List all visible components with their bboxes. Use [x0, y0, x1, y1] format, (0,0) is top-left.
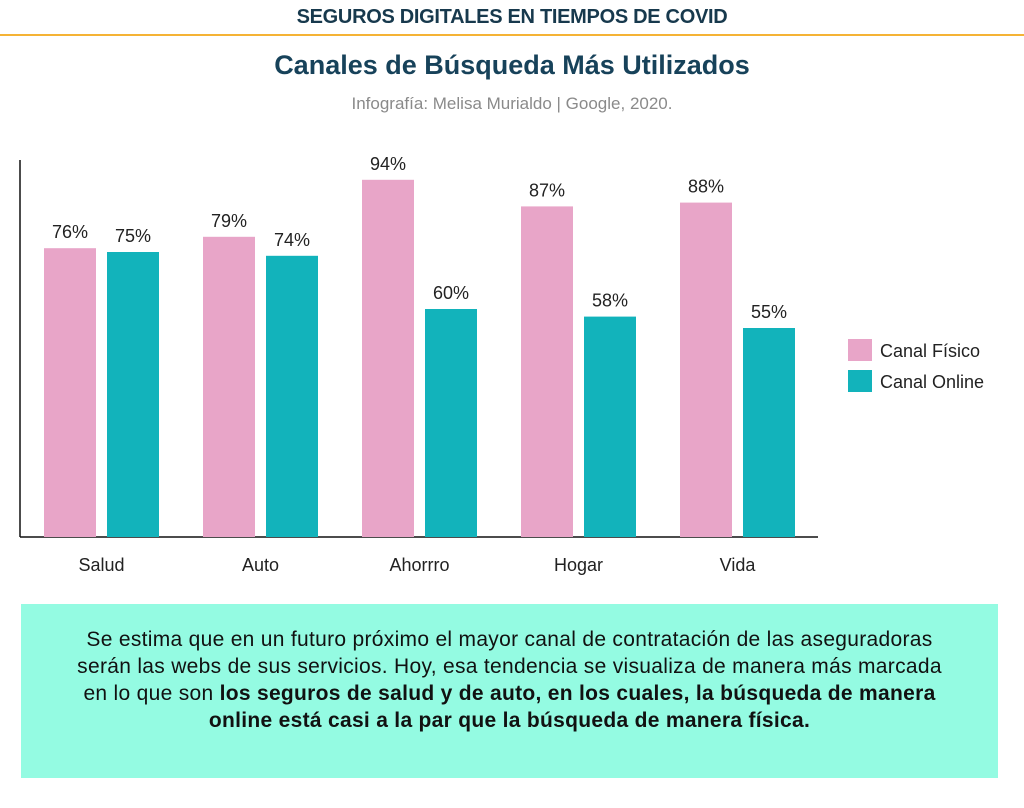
- bar-auto-fisico: [203, 236, 255, 538]
- x-tick-label: Ahorrro: [389, 555, 449, 575]
- divider: [0, 34, 1024, 36]
- data-label: 75%: [115, 226, 151, 246]
- bar-ahorrro-fisico: [362, 179, 414, 538]
- x-tick-label: Salud: [78, 555, 124, 575]
- bar-salud-online: [107, 252, 159, 537]
- x-tick-label: Auto: [242, 555, 279, 575]
- data-label: 55%: [751, 302, 787, 322]
- data-label: 87%: [529, 180, 565, 200]
- data-label: 88%: [688, 177, 724, 197]
- bar-salud-fisico: [44, 248, 96, 537]
- bar-hogar-fisico: [521, 206, 573, 537]
- chart-subtitle: Infografía: Melisa Murialdo | Google, 20…: [351, 94, 673, 113]
- data-label: 58%: [592, 291, 628, 311]
- x-tick-label: Hogar: [554, 555, 603, 575]
- legend-label: Canal Físico: [880, 341, 980, 361]
- banner-title: SEGUROS DIGITALES EN TIEMPOS DE COVID: [296, 6, 728, 28]
- legend-swatch: [848, 339, 872, 361]
- note-highlight: los seguros de salud y de auto, en los c…: [208, 682, 936, 732]
- bar-chart: 76% 75% Salud 79% 74% Auto 94% 60% Ahorrro 87% 58%…: [19, 154, 984, 575]
- data-label: 74%: [274, 230, 310, 250]
- x-tick-label: Vida: [720, 555, 757, 575]
- legend-swatch: [848, 370, 872, 392]
- data-label: 60%: [433, 283, 469, 303]
- data-label: 94%: [370, 154, 406, 174]
- bar-hogar-online: [584, 316, 636, 537]
- bar-ahorrro-online: [425, 309, 477, 537]
- note-text: Se estima que en un futuro próximo el ma…: [77, 628, 942, 705]
- data-label: 79%: [211, 211, 247, 231]
- bar-vida-fisico: [680, 202, 732, 537]
- data-label: 76%: [52, 222, 88, 242]
- legend-label: Canal Online: [880, 372, 984, 392]
- bar-vida-online: [743, 328, 795, 537]
- info-note: Se estima que en un futuro próximo el ma…: [21, 604, 998, 778]
- chart-title: Canales de Búsqueda Más Utilizados: [274, 50, 750, 80]
- bar-auto-online: [266, 255, 318, 538]
